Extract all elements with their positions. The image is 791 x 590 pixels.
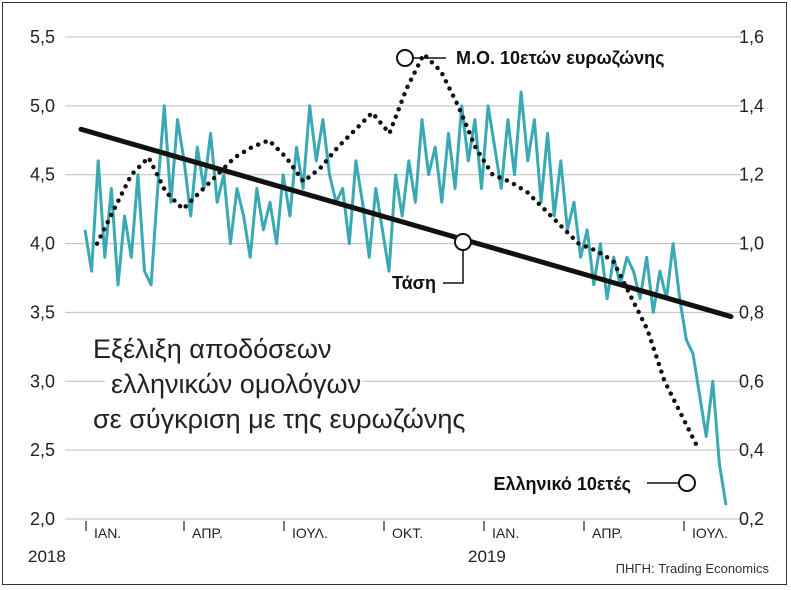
month-label: ΑΠΡ. — [192, 525, 223, 541]
greek-label: Ελληνικό 10ετές — [493, 474, 631, 494]
greek-10y-line — [83, 90, 728, 506]
year-label-2018: 2018 — [28, 547, 66, 566]
left-tick-label: 4,5 — [30, 165, 55, 185]
right-tick-label: 0,4 — [739, 440, 764, 460]
title-bg — [87, 403, 480, 436]
trend-marker — [454, 233, 472, 251]
right-axis-ticks: 1,6 1,4 1,2 1,0 0,8 0,6 0,4 0,2 — [739, 27, 764, 529]
right-tick-label: 0,6 — [739, 371, 764, 391]
title-line: ελληνικών ομολόγων — [111, 369, 361, 399]
trend-leader — [443, 250, 464, 284]
source-note: ΠΗΓΗ: Trading Economics — [616, 561, 770, 576]
month-label: ΙΟΥΛ. — [692, 525, 728, 541]
eurozone-average-series — [94, 50, 702, 453]
right-tick-label: 0,2 — [739, 509, 764, 529]
right-tick-label: 0,8 — [739, 302, 764, 322]
month-label: ΙΟΥΛ. — [292, 525, 328, 541]
right-tick-label: 1,0 — [739, 234, 764, 254]
left-tick-label: 2,0 — [30, 509, 55, 529]
left-tick-label: 3,0 — [30, 371, 55, 391]
right-tick-label: 1,2 — [739, 165, 764, 185]
left-tick-label: 5,0 — [30, 96, 55, 116]
eurozone-dotted-line — [94, 50, 702, 453]
title-bg — [105, 368, 362, 401]
annotations: Μ.Ο. 10ετών ευρωζώνης Τάση Ελληνικό 10ετές — [392, 48, 696, 494]
greek-10y-series — [83, 90, 728, 506]
month-label: ΑΠΡ. — [592, 525, 623, 541]
eurozone-marker — [396, 49, 414, 67]
eurozone-label: Μ.Ο. 10ετών ευρωζώνης — [456, 48, 665, 69]
left-tick-label: 3,5 — [30, 302, 55, 322]
title-line: σε σύγκριση με της ευρωζώνης — [93, 404, 465, 434]
left-axis-ticks: 5,5 5,0 4,5 4,0 3,5 3,0 2,5 2,0 — [30, 27, 55, 529]
left-tick-label: 2,5 — [30, 440, 55, 460]
greek-marker — [678, 474, 696, 492]
title-bg — [87, 333, 331, 366]
right-tick-label: 1,6 — [739, 27, 764, 47]
year-label-2019: 2019 — [468, 547, 506, 566]
left-tick-label: 5,5 — [30, 27, 55, 47]
right-tick-label: 1,4 — [739, 96, 764, 116]
title-line: Εξέλιξη αποδόσεων — [93, 334, 331, 364]
trend-label: Τάση — [392, 273, 436, 293]
x-axis: ΙΑΝ. ΑΠΡ. ΙΟΥΛ. ΟΚΤ. ΙΑΝ. ΑΠΡ. ΙΟΥΛ. 2018 2019 — [28, 521, 728, 566]
trend-line — [78, 126, 734, 320]
left-tick-label: 4,0 — [30, 234, 55, 254]
chart-title: Εξέλιξη αποδόσεων ελληνικών ομολόγων σε σύ… — [87, 333, 480, 436]
month-label: ΟΚΤ. — [392, 525, 423, 541]
month-label: ΙΑΝ. — [492, 525, 519, 541]
month-label: ΙΑΝ. — [94, 525, 121, 541]
trend-line-series — [78, 126, 734, 320]
